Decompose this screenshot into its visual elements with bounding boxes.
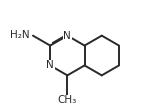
Text: N: N: [46, 60, 54, 70]
Text: CH₃: CH₃: [58, 95, 77, 105]
Text: N: N: [64, 31, 71, 41]
Text: H₂N: H₂N: [10, 30, 30, 40]
